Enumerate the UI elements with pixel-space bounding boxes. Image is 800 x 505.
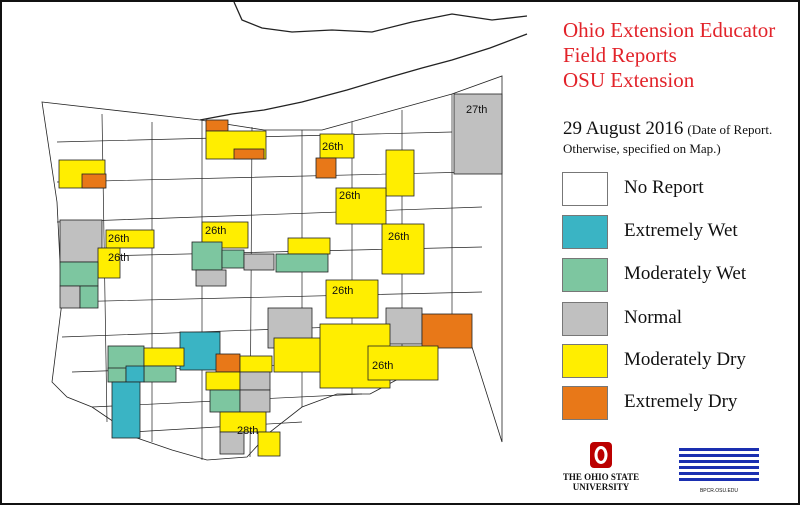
legend-label: Extremely Dry <box>624 391 738 412</box>
county-moderately-dry <box>325 279 379 319</box>
county-normal <box>243 253 275 271</box>
county-normal <box>453 93 503 175</box>
county-extremely-dry <box>315 157 337 179</box>
osu-wordmark-line: THE OHIO STATE <box>562 472 640 482</box>
county-normal <box>385 307 423 345</box>
osu-wordmark-line: UNIVERSITY <box>572 482 630 492</box>
county-moderately-dry <box>319 133 355 159</box>
map-label: 26th <box>372 360 393 372</box>
map-label: 26th <box>108 233 129 245</box>
map-label: 28th <box>237 425 258 437</box>
legend-swatch <box>562 302 608 336</box>
map-label: 26th <box>322 141 343 153</box>
county-moderately-wet <box>59 261 99 287</box>
county-normal <box>59 285 81 309</box>
county-extremely-dry <box>205 119 229 132</box>
legend-label: No Report <box>624 177 704 198</box>
title-line: Field Reports <box>563 43 677 67</box>
osu-logo: THE OHIO STATE UNIVERSITY <box>562 442 640 497</box>
legend-label: Normal <box>624 307 683 328</box>
county-moderately-dry <box>105 229 155 249</box>
county-moderately-wet <box>221 249 245 269</box>
county-moderately-dry <box>257 431 281 457</box>
bpcr-logo: BPCR.OSU.EDU <box>679 448 759 498</box>
county-moderately-dry <box>385 149 415 197</box>
map-label: 26th <box>388 231 409 243</box>
legend-label: Moderately Dry <box>624 349 746 370</box>
block-o-icon <box>590 442 612 468</box>
county-extremely-dry <box>81 173 107 189</box>
map-label: 27th <box>466 104 487 116</box>
legend-label: Extremely Wet <box>624 220 738 241</box>
legend-swatch <box>562 258 608 292</box>
county-normal <box>59 219 103 263</box>
map-label: 26th <box>332 285 353 297</box>
report-date-note: Otherwise, specified on Map.) <box>563 141 721 156</box>
county-moderately-dry <box>205 371 241 391</box>
county-moderately-dry <box>239 355 273 373</box>
county-extremely-dry <box>215 353 241 373</box>
county-normal <box>219 431 245 455</box>
report-date-note: (Date of Report. <box>687 122 773 137</box>
county-moderately-wet <box>143 365 177 383</box>
county-moderately-dry <box>335 187 387 225</box>
county-moderately-wet <box>275 253 329 273</box>
map-label: 26th <box>108 252 129 264</box>
county-normal <box>239 371 271 391</box>
map-title: Ohio Extension Educator Field Reports OS… <box>563 18 775 93</box>
county-moderately-dry <box>367 345 439 381</box>
bpcr-lines-icon <box>679 448 759 481</box>
county-extremely-dry <box>421 313 473 349</box>
legend-swatch <box>562 344 608 378</box>
ohio-county-map: 27th 26th 26th 26th 26th 26th 26th 26th … <box>41 2 528 461</box>
county-extremely-wet <box>125 365 145 383</box>
county-moderately-dry <box>143 347 185 367</box>
map-labels: 27th 26th 26th 26th 26th 26th 26th 26th … <box>108 104 487 437</box>
legend-swatch <box>562 386 608 420</box>
map-label: 26th <box>205 225 226 237</box>
legend-swatch <box>562 172 608 206</box>
county-moderately-dry <box>273 337 329 373</box>
county-normal <box>195 269 227 287</box>
report-date: 29 August 2016 <box>563 118 684 139</box>
legend-label: Moderately Wet <box>624 263 747 284</box>
county-extremely-wet <box>179 331 221 371</box>
county-moderately-wet <box>209 389 241 413</box>
county-extremely-wet <box>111 381 141 439</box>
report-date-block: 29 August 2016 (Date of Report. Otherwis… <box>563 118 798 158</box>
map-label: 26th <box>339 190 360 202</box>
counties <box>58 93 503 457</box>
osu-wordmark: THE OHIO STATE UNIVERSITY <box>562 472 640 492</box>
title-line: Ohio Extension Educator <box>563 18 776 42</box>
lake-erie-shoreline <box>199 2 528 121</box>
county-moderately-dry <box>381 223 425 275</box>
county-moderately-wet <box>191 241 223 271</box>
bpcr-url: BPCR.OSU.EDU <box>699 488 739 494</box>
title-line: OSU Extension <box>563 68 695 92</box>
county-moderately-dry <box>287 237 331 255</box>
county-extremely-dry <box>233 148 265 160</box>
county-moderately-wet <box>79 285 99 309</box>
county-normal <box>239 389 271 413</box>
county-moderately-wet <box>107 367 127 383</box>
legend-swatch <box>562 215 608 249</box>
